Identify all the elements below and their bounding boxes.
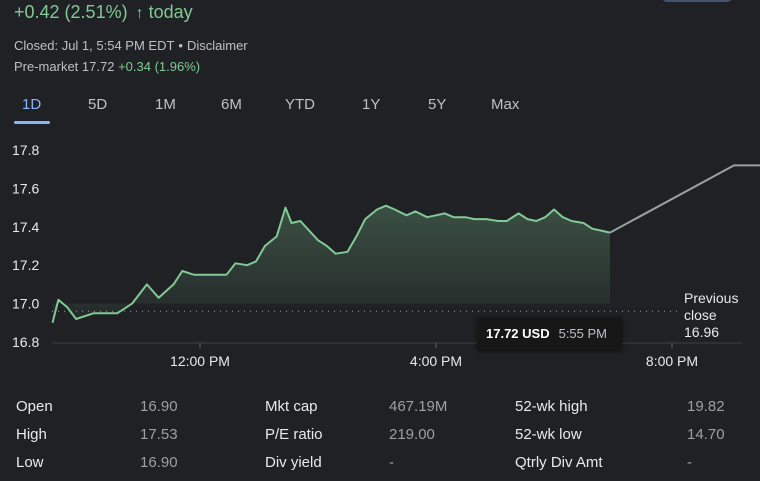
stat-label-qtrly-div: Qtrly Div Amt bbox=[515, 454, 603, 471]
y-tick-label: 17.4 bbox=[12, 219, 39, 235]
tab-ytd[interactable]: YTD bbox=[285, 96, 315, 113]
tooltip-price: 17.72 USD bbox=[486, 326, 550, 341]
stat-value-pe-ratio: 219.00 bbox=[389, 426, 435, 443]
price-line bbox=[51, 204, 611, 324]
x-tick-label: 12:00 PM bbox=[170, 353, 230, 369]
stat-row: Low 16.90 Div yield - Qtrly Div Amt - bbox=[0, 454, 760, 478]
tab-5y[interactable]: 5Y bbox=[428, 96, 447, 113]
tooltip-time: 5:55 PM bbox=[558, 326, 608, 341]
price-change: +0.42 (2.51%) ↑ today bbox=[14, 2, 193, 23]
tab-1d[interactable]: 1D bbox=[22, 96, 42, 113]
premarket-change: +0.34 (1.96%) bbox=[118, 59, 201, 74]
previous-close-line1: Previous bbox=[684, 290, 739, 306]
tab-5d[interactable]: 5D bbox=[88, 96, 108, 113]
after-hours-line bbox=[609, 164, 760, 234]
stat-value-high: 17.53 bbox=[140, 426, 178, 443]
stat-value-div-yield: - bbox=[389, 454, 394, 471]
follow-button[interactable] bbox=[662, 0, 732, 2]
x-tick-label: 8:00 PM bbox=[646, 353, 698, 369]
stat-value-mkt-cap: 467.19M bbox=[389, 398, 448, 415]
previous-close-value: 16.96 bbox=[684, 324, 720, 340]
price-chart-svg[interactable]: 17.8 17.6 17.4 17.2 17.0 16.8 12:00 PM 4:00 PM 8… bbox=[0, 135, 760, 380]
stat-label-div-yield: Div yield bbox=[265, 454, 322, 471]
stat-value-low: 16.90 bbox=[140, 454, 178, 471]
stat-label-mkt-cap: Mkt cap bbox=[265, 398, 318, 415]
up-arrow-icon: ↑ bbox=[135, 5, 144, 22]
separator-dot: • bbox=[178, 38, 183, 53]
tab-1y[interactable]: 1Y bbox=[362, 96, 381, 113]
tab-6m[interactable]: 6M bbox=[221, 96, 242, 113]
y-tick-label: 17.6 bbox=[12, 180, 39, 196]
y-tick-label: 17.2 bbox=[12, 257, 39, 273]
closed-time: Closed: Jul 1, 5:54 PM EDT bbox=[14, 38, 175, 53]
change-value: +0.42 (2.51%) bbox=[14, 2, 128, 22]
y-tick-label: 17.8 bbox=[12, 142, 39, 158]
price-area-fill bbox=[52, 205, 610, 323]
price-chart[interactable]: 17.8 17.6 17.4 17.2 17.0 16.8 12:00 PM 4:00 PM 8… bbox=[0, 135, 760, 380]
stat-label-high: High bbox=[16, 426, 47, 443]
previous-close-line2: close bbox=[684, 307, 717, 323]
tab-max[interactable]: Max bbox=[491, 96, 520, 113]
tab-1m[interactable]: 1M bbox=[155, 96, 176, 113]
disclaimer-link[interactable]: Disclaimer bbox=[186, 38, 248, 53]
y-tick-label: 16.8 bbox=[12, 334, 39, 350]
active-tab-indicator bbox=[14, 121, 50, 124]
stat-label-open: Open bbox=[16, 398, 53, 415]
stat-value-52wk-high: 19.82 bbox=[687, 398, 725, 415]
stat-label-52wk-high: 52-wk high bbox=[515, 398, 588, 415]
today-label: today bbox=[148, 2, 193, 22]
premarket-price: Pre-market 17.72 bbox=[14, 59, 115, 74]
stat-value-open: 16.90 bbox=[140, 398, 178, 415]
stat-row: High 17.53 P/E ratio 219.00 52-wk low 14… bbox=[0, 426, 760, 450]
closed-status: Closed: Jul 1, 5:54 PM EDT • Disclaimer bbox=[14, 38, 248, 53]
range-tabs: 1D 5D 1M 6M YTD 1Y 5Y Max bbox=[0, 96, 760, 126]
stat-row: Open 16.90 Mkt cap 467.19M 52-wk high 19… bbox=[0, 398, 760, 422]
stat-value-52wk-low: 14.70 bbox=[687, 426, 725, 443]
chart-tooltip: 17.72 USD 5:55 PM bbox=[477, 317, 622, 350]
y-tick-label: 17.0 bbox=[12, 296, 39, 312]
previous-close-label: Previous close 16.96 bbox=[684, 290, 754, 341]
stat-value-qtrly-div: - bbox=[687, 454, 692, 471]
stat-label-pe-ratio: P/E ratio bbox=[265, 426, 323, 443]
stat-label-low: Low bbox=[16, 454, 44, 471]
stat-label-52wk-low: 52-wk low bbox=[515, 426, 582, 443]
x-tick-label: 4:00 PM bbox=[410, 353, 462, 369]
premarket-status: Pre-market 17.72 +0.34 (1.96%) bbox=[14, 59, 200, 74]
